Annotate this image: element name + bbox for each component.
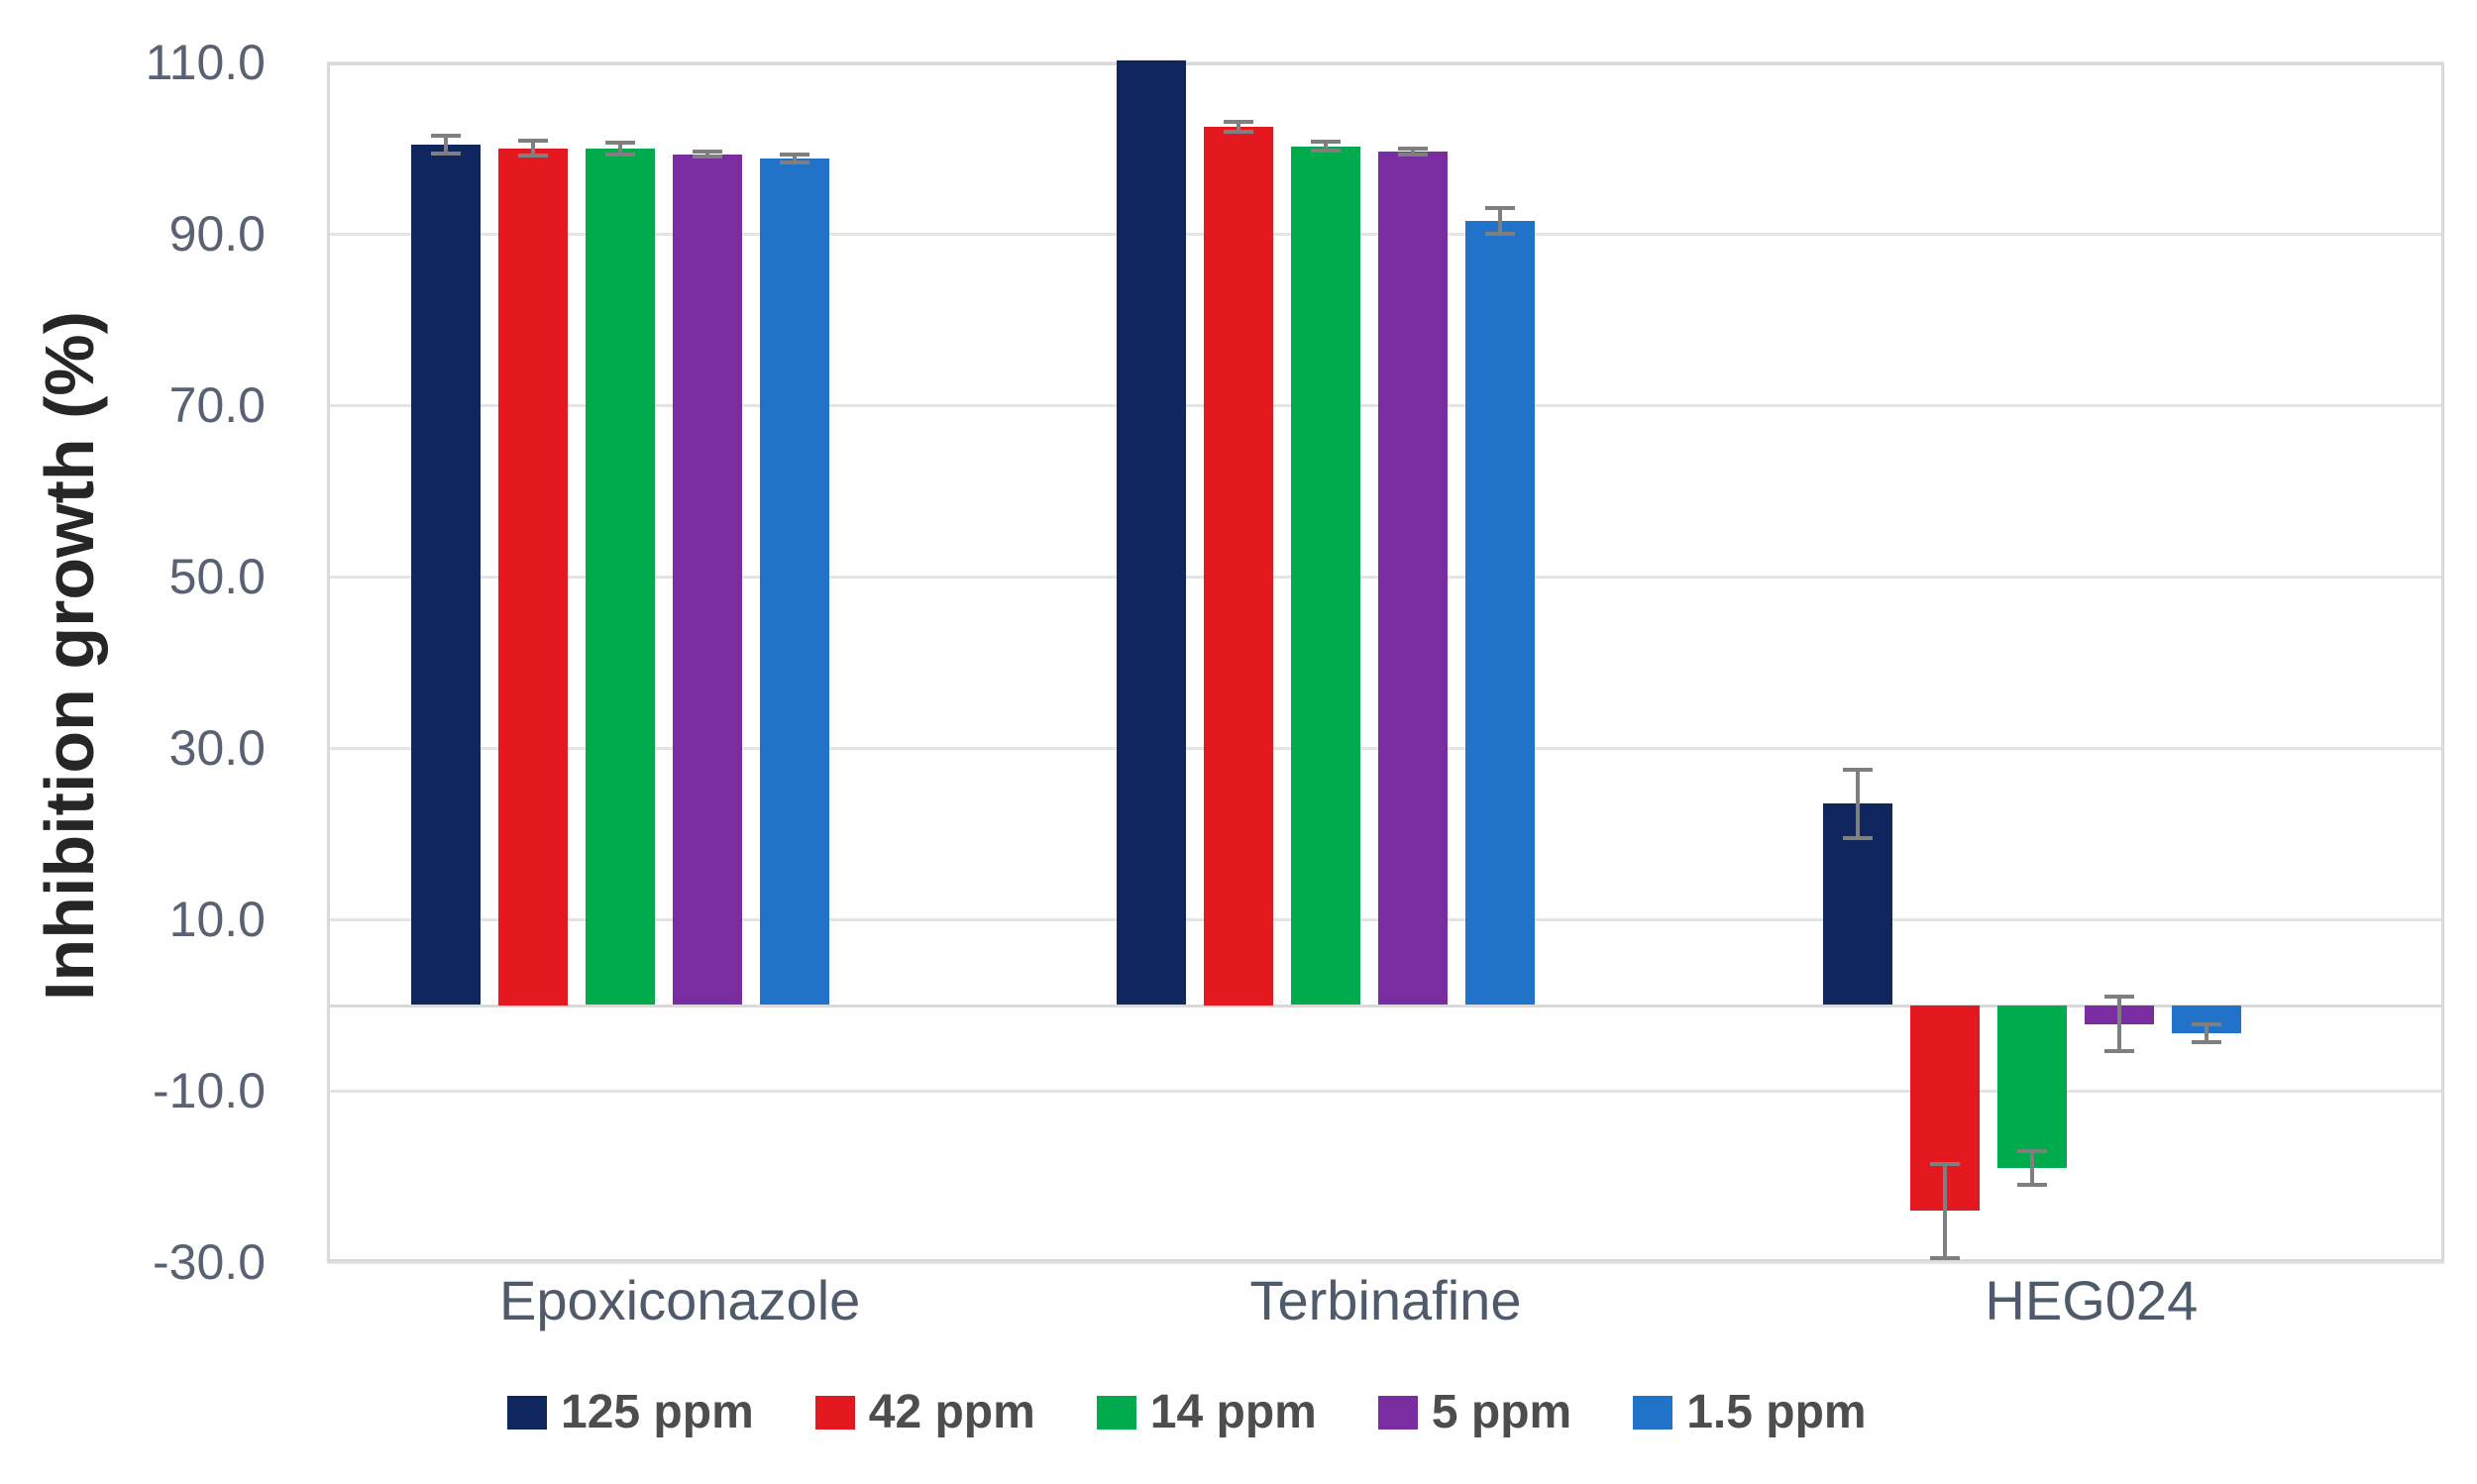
error-bar-cap — [1842, 767, 1873, 772]
error-bar — [1411, 148, 1416, 156]
error-bar-cap — [1311, 149, 1342, 154]
error-bar-cap — [2191, 1039, 2221, 1044]
legend-label: 5 ppm — [1431, 1386, 1572, 1438]
error-bar-cap — [431, 151, 461, 156]
error-bar-cap — [1224, 130, 1254, 135]
y-tick-label: 30.0 — [168, 720, 266, 776]
gridline — [327, 1261, 2444, 1264]
error-bar — [1855, 769, 1860, 838]
legend-item: 125 ppm — [507, 1385, 754, 1439]
error-bar — [2029, 1150, 2034, 1186]
error-bar-cap — [2191, 1022, 2221, 1027]
y-tick-label: -30.0 — [153, 1234, 266, 1290]
error-bar-cap — [605, 141, 635, 146]
legend-swatch — [507, 1395, 547, 1430]
error-bar — [2204, 1024, 2208, 1042]
bar-14ppm-Epoxiconazole — [586, 149, 655, 1006]
error-bar-cap — [1929, 1161, 1960, 1166]
error-bar-cap — [1485, 206, 1516, 211]
error-bar-cap — [431, 134, 461, 139]
zero-axis-line — [327, 1004, 2444, 1007]
legend-item: 5 ppm — [1377, 1385, 1572, 1439]
bar-14ppm-Terbinafine — [1291, 146, 1361, 1006]
error-bar-cap — [2016, 1148, 2047, 1153]
error-bar-cap — [1398, 153, 1429, 158]
legend-item: 14 ppm — [1096, 1385, 1317, 1439]
bar-15ppm-Terbinafine — [1465, 221, 1536, 1006]
gridline — [327, 1090, 2444, 1093]
error-bar — [531, 140, 535, 157]
error-bar — [793, 154, 797, 163]
legend-label: 125 ppm — [561, 1386, 754, 1438]
error-bar — [444, 136, 448, 154]
error-bar-cap — [1398, 146, 1429, 151]
x-category-label: Epoxiconazole — [499, 1269, 861, 1331]
error-bar-cap — [780, 160, 809, 165]
error-bar-cap — [2103, 994, 2134, 999]
error-bar — [705, 151, 709, 158]
bar-5ppm-Terbinafine — [1378, 151, 1449, 1006]
error-bar — [1498, 208, 1503, 234]
chart-legend: 125 ppm 42 ppm 14 ppm 5 ppm 1.5 ppm — [507, 1385, 1867, 1439]
error-bar-cap — [1224, 119, 1254, 124]
legend-label: 1.5 ppm — [1686, 1386, 1867, 1438]
y-tick-label: -10.0 — [153, 1063, 266, 1118]
bar-14ppm-HEG024 — [1996, 1005, 2067, 1168]
error-bar-cap — [518, 138, 548, 143]
legend-label: 42 ppm — [868, 1386, 1035, 1438]
x-category-label: Terbinafine — [1249, 1269, 1522, 1331]
error-bar-cap — [1311, 140, 1342, 145]
bar-42ppm-Terbinafine — [1204, 126, 1274, 1006]
error-bar — [2116, 996, 2121, 1052]
legend-swatch — [1377, 1395, 1418, 1430]
error-bar-cap — [605, 153, 635, 158]
bar-125ppm-Epoxiconazole — [411, 145, 481, 1006]
bar-15ppm-Epoxiconazole — [760, 158, 829, 1006]
legend-swatch — [1096, 1395, 1136, 1430]
error-bar — [1942, 1163, 1947, 1258]
y-tick-label: 10.0 — [168, 892, 266, 947]
legend-item: 42 ppm — [814, 1385, 1035, 1439]
legend-swatch — [1633, 1395, 1673, 1430]
bar-125ppm-Terbinafine — [1117, 60, 1187, 1006]
y-tick-label: 70.0 — [168, 377, 266, 433]
error-bar-cap — [2103, 1049, 2134, 1054]
error-bar — [1237, 121, 1241, 133]
y-tick-label: 110.0 — [145, 35, 266, 90]
error-bar-cap — [518, 154, 548, 159]
x-category-label: HEG024 — [1985, 1269, 2199, 1331]
bar-5ppm-Epoxiconazole — [673, 154, 742, 1006]
plot-border — [327, 62, 2444, 1262]
error-bar-cap — [780, 152, 809, 157]
legend-swatch — [814, 1395, 855, 1430]
legend-label: 14 ppm — [1149, 1386, 1317, 1438]
error-bar — [1324, 142, 1329, 152]
error-bar-cap — [693, 155, 722, 159]
error-bar-cap — [1929, 1255, 1960, 1260]
legend-item: 1.5 ppm — [1633, 1385, 1867, 1439]
error-bar — [618, 143, 622, 156]
error-bar-cap — [693, 149, 722, 154]
y-tick-label: 90.0 — [168, 206, 266, 262]
bar-42ppm-Epoxiconazole — [498, 148, 568, 1006]
y-tick-label: 50.0 — [168, 549, 266, 604]
error-bar-cap — [1842, 835, 1873, 840]
error-bar-cap — [1485, 232, 1516, 236]
error-bar-cap — [2016, 1183, 2047, 1188]
